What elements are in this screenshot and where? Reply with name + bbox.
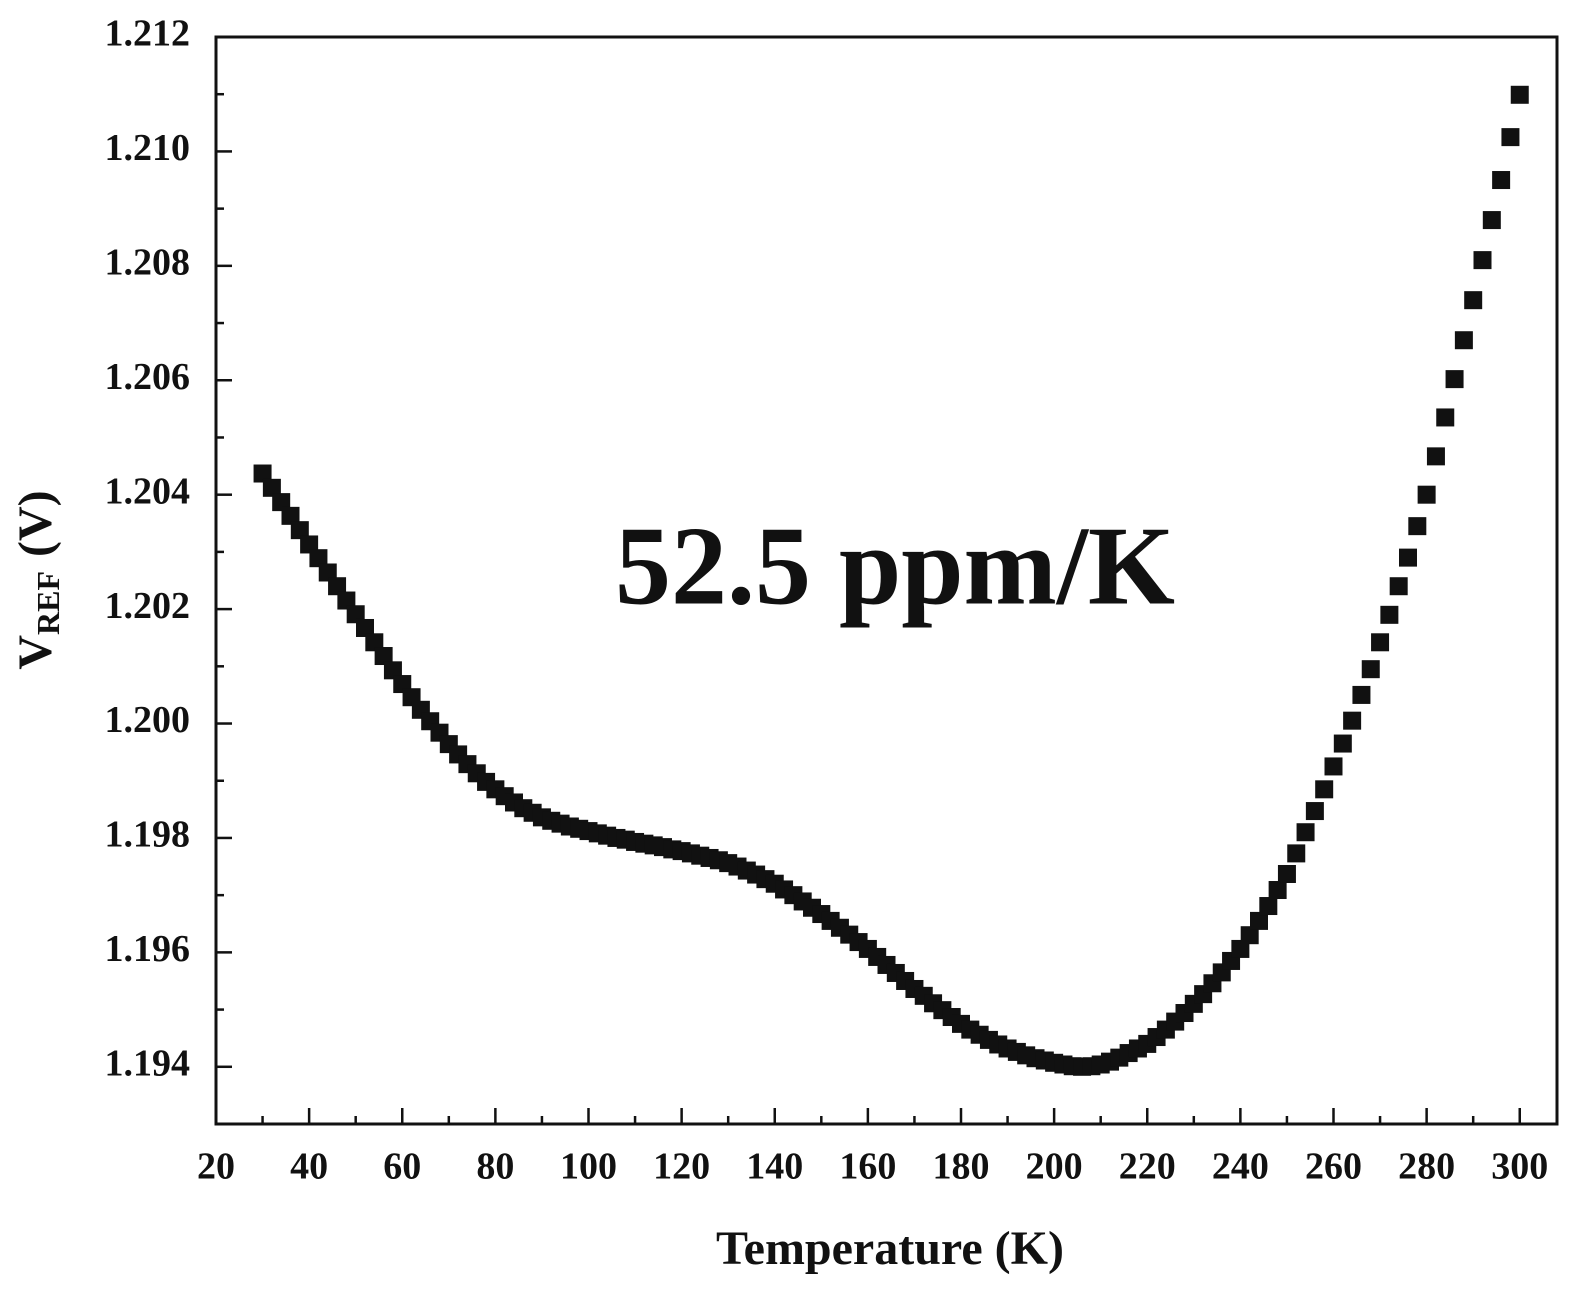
plot-frame <box>214 35 1559 1126</box>
marker <box>1389 577 1408 596</box>
annotation: 52.5 ppm/K <box>615 505 1175 629</box>
marker <box>1296 823 1315 842</box>
x-tick-label: 120 <box>653 1146 710 1188</box>
y-tick-label: 1.194 <box>105 1043 191 1085</box>
y-tick-label: 1.202 <box>105 585 191 627</box>
x-tick-label: 200 <box>1026 1146 1083 1188</box>
marker <box>1510 85 1529 104</box>
marker <box>1501 128 1520 147</box>
marker <box>1352 685 1371 704</box>
y-tick-label: 1.200 <box>105 699 191 741</box>
marker <box>328 577 347 596</box>
marker <box>356 618 374 637</box>
marker <box>1259 897 1278 916</box>
x-tick-label: 180 <box>933 1146 990 1188</box>
x-tick-label: 220 <box>1119 1146 1176 1188</box>
marker <box>1464 291 1483 310</box>
y-tick-label: 1.210 <box>105 127 191 169</box>
marker <box>1436 408 1455 427</box>
marker <box>1333 734 1352 753</box>
x-tick-label: 300 <box>1491 1146 1548 1188</box>
marker <box>1240 926 1259 945</box>
marker <box>1343 711 1362 730</box>
x-tick-label: 100 <box>560 1146 617 1188</box>
marker <box>1231 939 1250 958</box>
marker <box>374 647 393 666</box>
marker <box>309 549 328 568</box>
x-tick-label: 20 <box>197 1146 235 1188</box>
y-axis-title-main: V <box>9 635 62 670</box>
marker <box>1324 757 1343 776</box>
x-tick-label: 40 <box>290 1146 328 1188</box>
y-tick-label: 1.212 <box>105 13 191 55</box>
y-tick-label: 1.198 <box>105 814 191 856</box>
marker <box>365 633 384 652</box>
marker <box>1399 548 1417 567</box>
x-tick-label: 60 <box>383 1146 421 1188</box>
x-tick-label: 160 <box>839 1146 896 1188</box>
marker <box>1268 881 1287 900</box>
marker <box>272 493 291 512</box>
x-tick-label: 240 <box>1212 1146 1269 1188</box>
marker <box>290 521 309 540</box>
marker <box>1277 864 1296 883</box>
x-tick-label: 140 <box>746 1146 803 1188</box>
marker <box>300 535 319 554</box>
marker <box>337 591 356 610</box>
marker <box>1380 605 1399 624</box>
marker <box>1492 171 1511 190</box>
marker <box>1361 660 1380 679</box>
y-axis-title-sub: REF <box>30 571 66 635</box>
y-tick-label: 1.196 <box>105 928 191 970</box>
marker <box>262 478 281 497</box>
marker <box>1250 911 1268 930</box>
marker <box>346 605 365 624</box>
marker <box>1287 844 1306 863</box>
marker <box>1417 485 1436 504</box>
y-axis-title-unit: (V) <box>9 490 62 557</box>
marker <box>383 661 402 680</box>
marker <box>318 563 337 582</box>
marker <box>281 506 300 525</box>
marker <box>1305 802 1324 821</box>
marker <box>253 464 272 483</box>
y-axis-title: VREF (V) <box>9 490 66 669</box>
marker <box>1473 251 1492 270</box>
marker <box>1482 211 1501 230</box>
y-tick-label: 1.208 <box>105 242 191 284</box>
x-tick-label: 260 <box>1305 1146 1362 1188</box>
marker <box>1445 370 1464 389</box>
y-tick-label: 1.204 <box>105 470 191 512</box>
y-tick-label: 1.206 <box>105 356 191 398</box>
marker <box>1454 331 1473 350</box>
marker <box>1426 447 1445 466</box>
marker <box>1408 517 1427 536</box>
marker <box>1371 633 1390 652</box>
x-tick-label: 280 <box>1398 1146 1455 1188</box>
x-tick-label: 80 <box>476 1146 514 1188</box>
marker <box>1315 780 1334 799</box>
x-axis-title: Temperature (K) <box>716 1222 1064 1275</box>
